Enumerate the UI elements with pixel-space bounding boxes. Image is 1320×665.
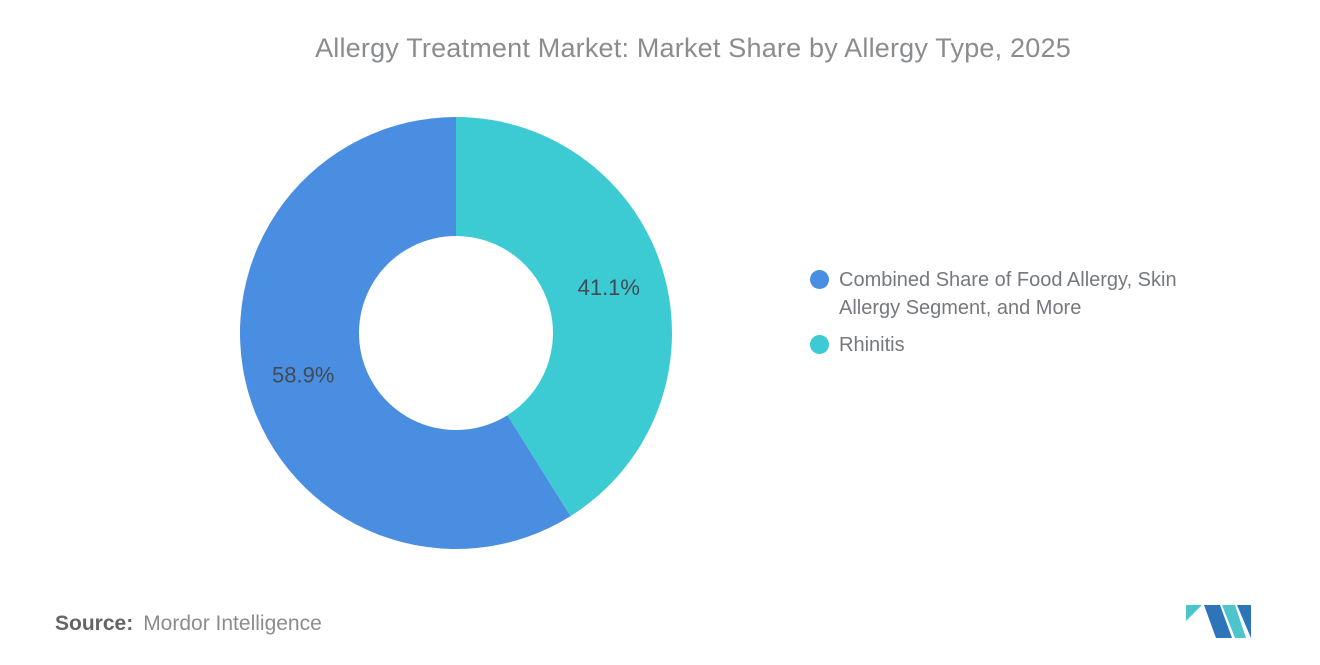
donut-segment-rhinitis (456, 117, 673, 517)
donut-svg: 58.9% 41.1% (240, 117, 673, 549)
legend: Combined Share of Food Allergy, Skin All… (810, 266, 1230, 359)
donut-segment-combined-share-of-food-allergy-skin-allergy-segment-and-more (240, 117, 571, 549)
logo-teal-corner-triangle (1186, 605, 1202, 621)
segment-data-label: 41.1% (578, 275, 640, 300)
segment-data-label: 58.9% (272, 363, 334, 388)
chart-title: Allergy Treatment Market: Market Share b… (315, 33, 1071, 63)
logo-blue-right-triangle (1237, 605, 1251, 638)
source-value: Mordor Intelligence (143, 612, 322, 635)
legend-item-label: Combined Share of Food Allergy, Skin All… (839, 269, 1177, 319)
legend-swatch (810, 270, 829, 289)
source-line: Source: Mordor Intelligence (55, 612, 322, 636)
source-label: Source: (55, 612, 134, 635)
mordor-intelligence-logo (1186, 605, 1251, 638)
donut-chart: 58.9% 41.1% (236, 113, 676, 553)
legend-item: Combined Share of Food Allergy, Skin All… (810, 266, 1230, 322)
legend-item-label: Rhinitis (839, 334, 905, 356)
legend-swatch (810, 335, 829, 354)
logo-blue-band (1204, 605, 1232, 638)
logo-teal-band (1222, 605, 1246, 638)
legend-item: Rhinitis (810, 331, 1230, 359)
